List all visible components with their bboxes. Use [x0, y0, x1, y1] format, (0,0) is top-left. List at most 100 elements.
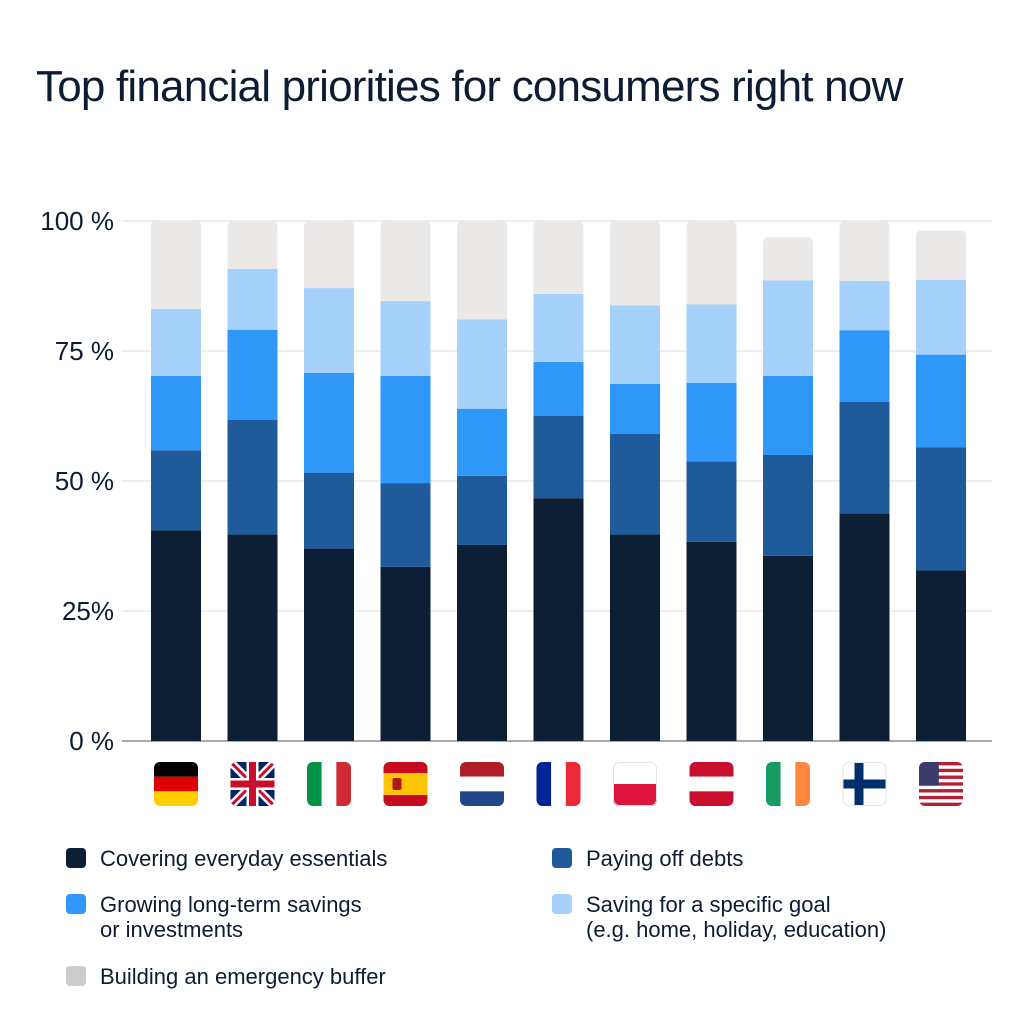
bar-segment: [227, 329, 278, 420]
bar-stack: [227, 221, 278, 741]
ireland-flag-icon: [766, 762, 810, 806]
y-tick-label: 0 %: [69, 726, 114, 756]
bar-segment: [151, 221, 201, 309]
bar-segment: [533, 498, 584, 741]
y-tick-label: 50 %: [55, 466, 114, 496]
austria-flag-icon: [689, 762, 734, 806]
bar-segment: [839, 221, 890, 281]
bar-segment: [839, 401, 890, 514]
bar-segment: [380, 483, 431, 567]
bar-segment: [227, 419, 278, 535]
bar-segment: [610, 383, 660, 434]
legend-label-debts: Paying off debts: [586, 846, 744, 871]
flags-row: [154, 762, 963, 806]
y-tick-label: 100 %: [40, 206, 114, 236]
netherlands-flag-icon: [460, 762, 504, 806]
legend-swatch-savings: [66, 894, 86, 914]
bar-segment: [610, 534, 660, 741]
legend-swatch-goal: [552, 894, 572, 914]
uk-flag-icon: [230, 762, 275, 806]
bar-segment: [304, 288, 354, 373]
bar-segment: [763, 375, 813, 455]
bar-segment: [227, 534, 278, 741]
bar-segment: [457, 221, 507, 320]
y-tick-label: 75 %: [55, 336, 114, 366]
poland-flag-icon: [613, 762, 657, 806]
bar-stack: [457, 221, 507, 741]
bar-segment: [839, 513, 890, 741]
bar-segment: [686, 461, 737, 542]
bar-segment: [151, 308, 201, 376]
bar-stack: [763, 237, 813, 741]
stacked-bar-chart: 100 % 75 % 50 % 25% 0 %: [40, 206, 992, 806]
bar-stack: [686, 221, 737, 741]
bar-segment: [533, 416, 584, 499]
bar-segment: [304, 221, 354, 289]
bar-segment: [380, 566, 431, 741]
bar-segment: [380, 301, 431, 376]
bar-stack: [839, 221, 890, 741]
bar-stack: [610, 221, 660, 741]
germany-flag-icon: [154, 762, 198, 806]
bar-segment: [227, 268, 278, 330]
spain-flag-icon: [383, 762, 428, 806]
bar-segment: [457, 475, 507, 545]
bar-segment: [763, 237, 813, 281]
legend-label-buffer: Building an emergency buffer: [100, 964, 386, 989]
legend-item-buffer: Building an emergency buffer: [66, 964, 386, 989]
legend-swatch-debts: [552, 848, 572, 868]
finland-flag-icon: [842, 762, 887, 806]
bar-segment: [916, 447, 966, 571]
bar-segment: [686, 221, 737, 305]
bar-segment: [151, 450, 201, 531]
bar-segment: [151, 375, 201, 451]
usa-flag-icon: [919, 762, 963, 806]
bar-segment: [763, 280, 813, 376]
bar-stack: [916, 230, 966, 741]
bar-segment: [916, 230, 966, 280]
legend-swatch-buffer: [66, 966, 86, 986]
bar-segment: [457, 408, 507, 476]
legend-label-goal: Saving for a specific goal (e.g. home, h…: [586, 892, 887, 942]
bar-segment: [916, 354, 966, 448]
bar-segment: [304, 472, 354, 549]
bar-segment: [763, 555, 813, 741]
legend-swatch-essentials: [66, 848, 86, 868]
bar-segment: [151, 530, 201, 741]
bar-segment: [610, 305, 660, 384]
bar-segment: [380, 375, 431, 484]
bar-segment: [457, 544, 507, 741]
legend-label-savings: Growing long-term savings or investments: [100, 892, 362, 942]
bar-stack: [151, 221, 201, 741]
y-tick-label: 25%: [62, 596, 114, 626]
legend-item-savings: Growing long-term savings or investments: [66, 892, 362, 942]
bar-stack: [380, 221, 431, 741]
bar-segment: [839, 280, 890, 331]
france-flag-icon: [536, 762, 581, 806]
bar-segment: [380, 221, 431, 302]
legend-item-goal: Saving for a specific goal (e.g. home, h…: [552, 892, 886, 942]
bar-segment: [686, 304, 737, 383]
bar-segment: [533, 361, 584, 416]
bar-segment: [916, 279, 966, 355]
bar-segment: [916, 570, 966, 741]
bar-segment: [686, 382, 737, 462]
legend-item-debts: Paying off debts: [552, 846, 743, 871]
bar-stack: [304, 221, 354, 741]
bar-segment: [763, 455, 813, 556]
bar-stack: [533, 221, 584, 741]
bar-segment: [610, 221, 660, 306]
bar-segment: [686, 541, 737, 741]
bar-segment: [304, 372, 354, 473]
legend-item-essentials: Covering everyday essentials: [66, 846, 387, 871]
bar-segment: [533, 293, 584, 362]
bar-segment: [227, 221, 278, 269]
bar-segment: [457, 319, 507, 409]
bars-group: [151, 221, 966, 741]
bar-segment: [304, 548, 354, 741]
bar-segment: [839, 330, 890, 402]
bar-segment: [610, 433, 660, 535]
chart-title: Top financial priorities for consumers r…: [36, 62, 903, 111]
legend-label-essentials: Covering everyday essentials: [100, 846, 388, 871]
italy-flag-icon: [307, 762, 351, 806]
